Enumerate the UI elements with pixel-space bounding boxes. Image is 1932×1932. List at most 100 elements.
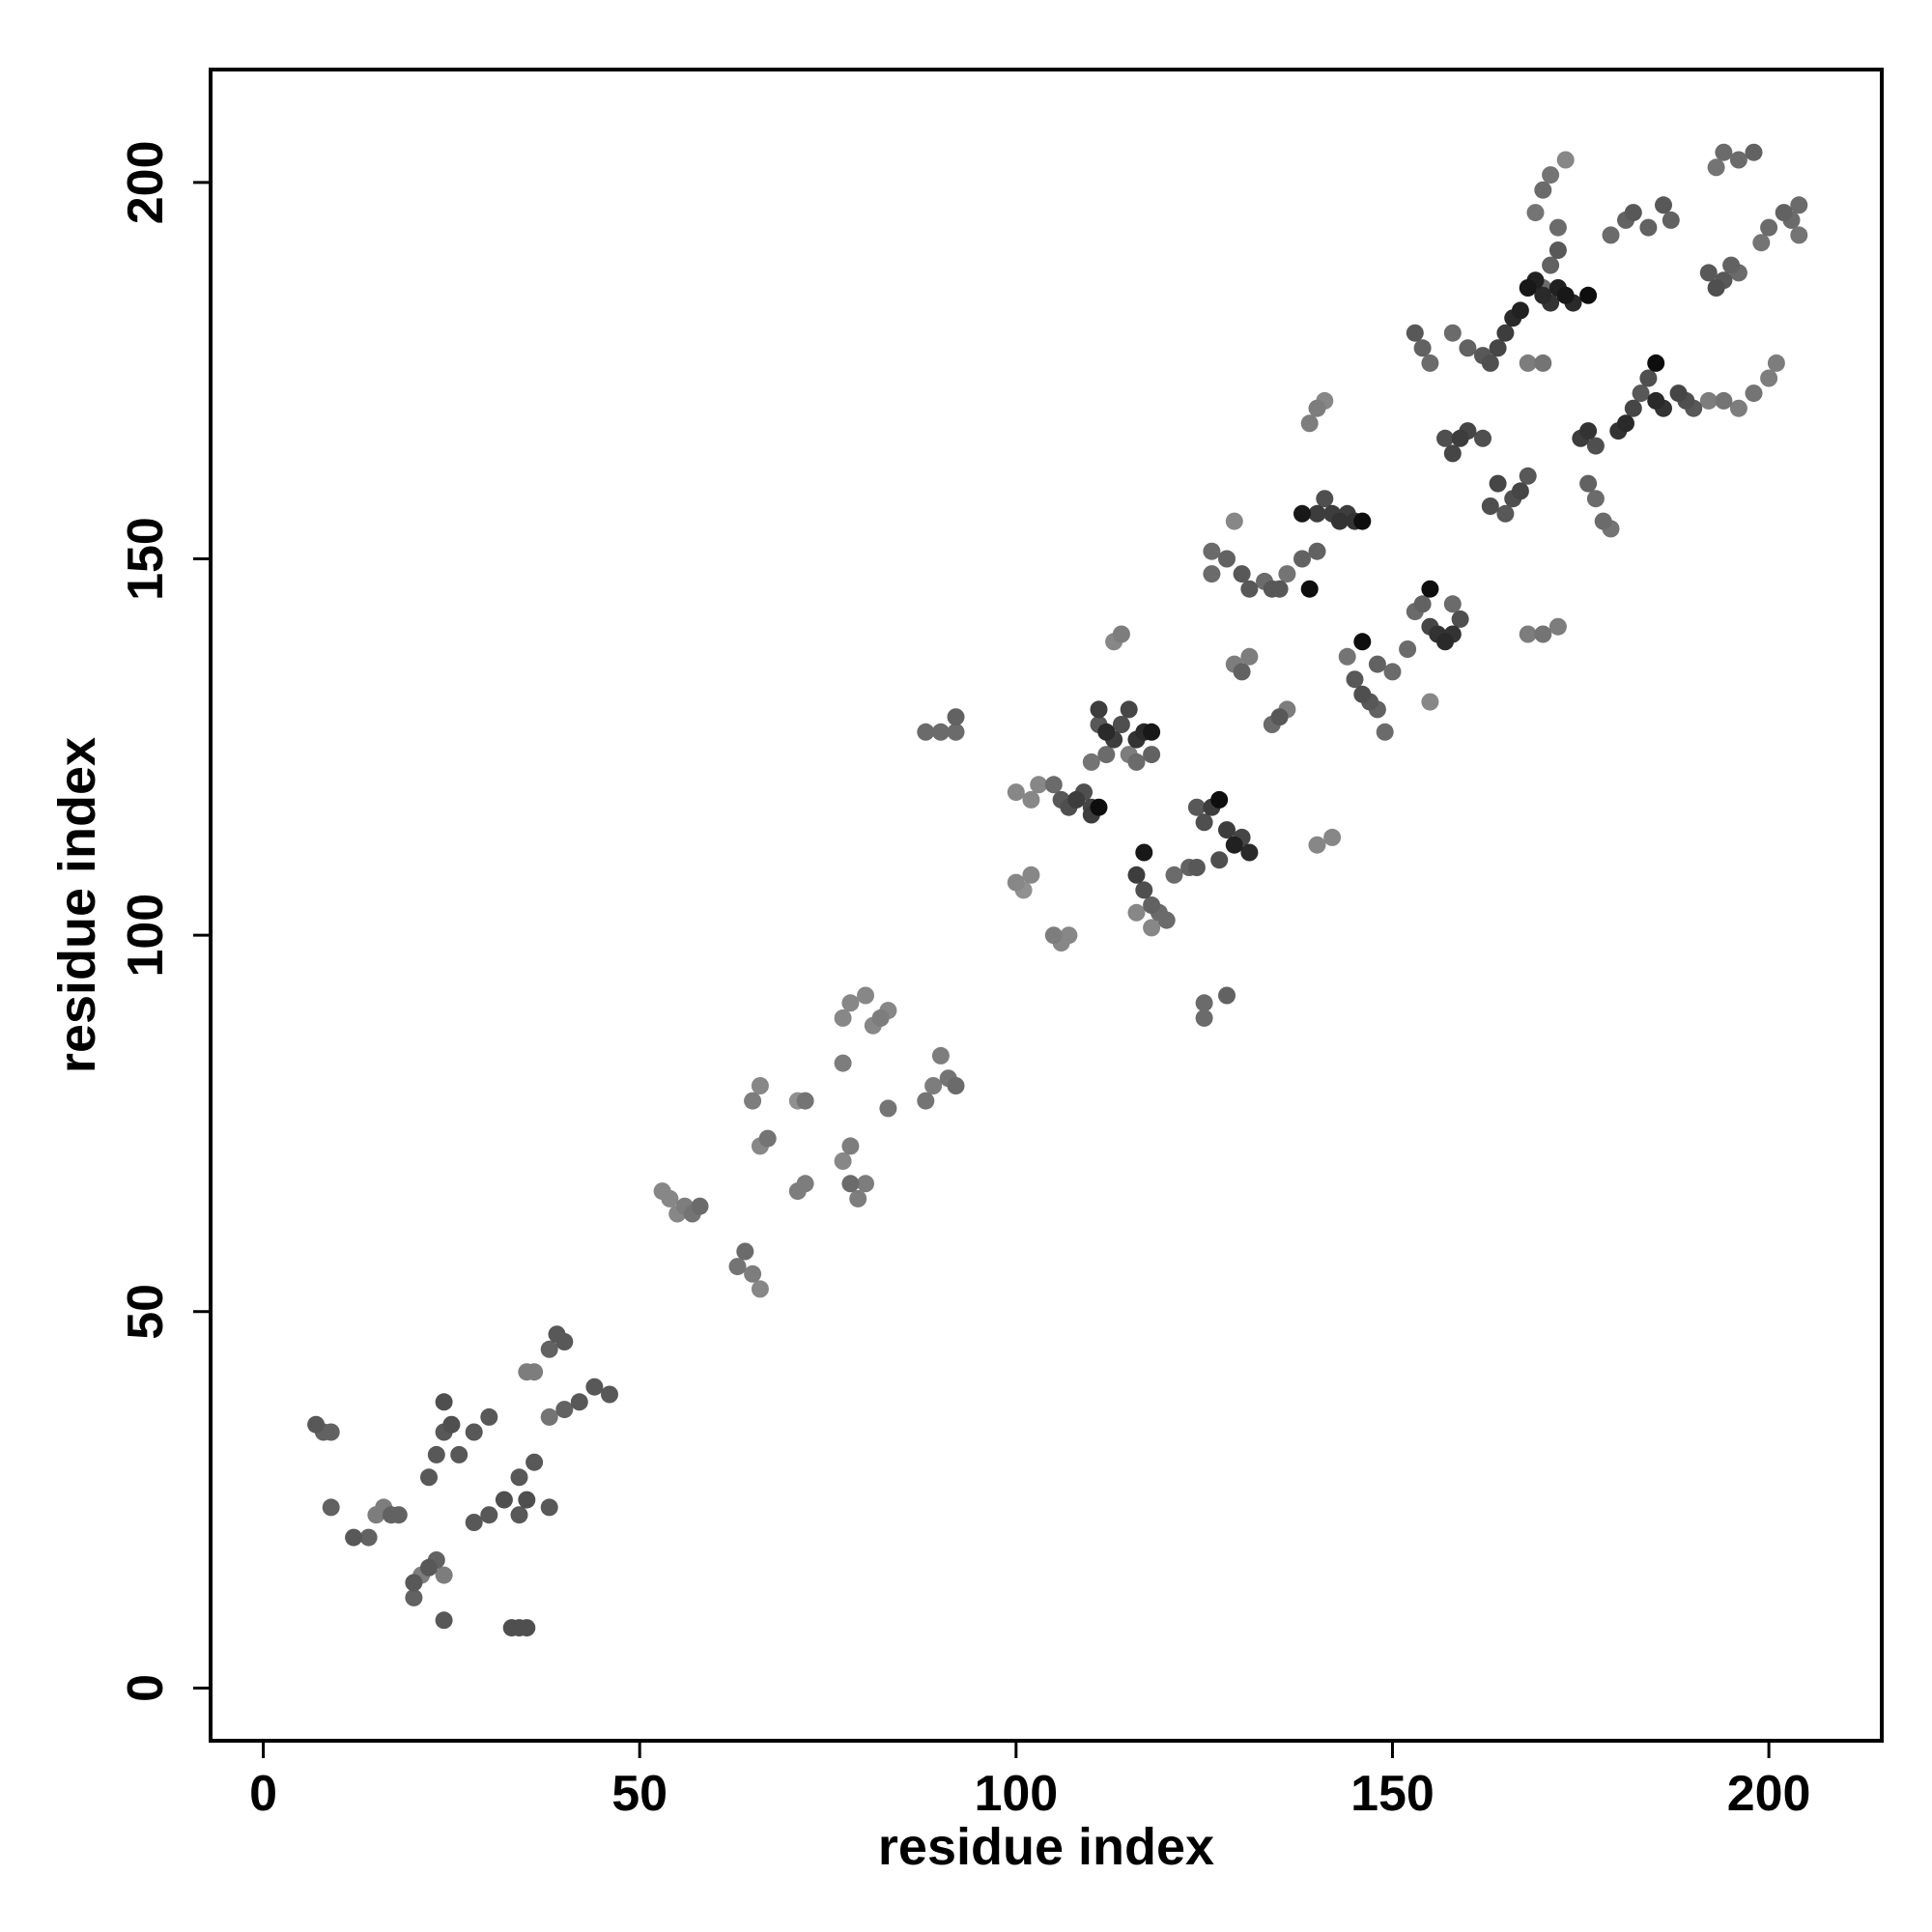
data-point bbox=[1556, 286, 1575, 304]
data-point bbox=[1617, 414, 1634, 433]
data-point bbox=[1218, 550, 1236, 568]
x-tick-label: 100 bbox=[974, 1766, 1058, 1822]
data-point bbox=[1745, 143, 1763, 161]
x-tick-label: 150 bbox=[1350, 1766, 1435, 1822]
data-point bbox=[345, 1528, 363, 1547]
data-point bbox=[420, 1558, 438, 1577]
data-point bbox=[834, 1054, 852, 1072]
data-point bbox=[1519, 467, 1537, 485]
data-point bbox=[359, 1528, 378, 1547]
data-point bbox=[405, 1588, 423, 1606]
data-point bbox=[420, 1468, 438, 1487]
data-point bbox=[442, 1415, 461, 1434]
data-point bbox=[796, 1092, 814, 1110]
data-point bbox=[435, 1393, 453, 1411]
data-point bbox=[1218, 821, 1236, 839]
data-point bbox=[1548, 617, 1567, 636]
x-tick-label: 50 bbox=[611, 1766, 668, 1822]
plot-background bbox=[211, 70, 1882, 1741]
data-point bbox=[510, 1468, 528, 1487]
data-point bbox=[796, 1175, 814, 1193]
data-point bbox=[1707, 279, 1725, 297]
data-point bbox=[1346, 670, 1364, 689]
data-points bbox=[307, 143, 1808, 1637]
data-point bbox=[1143, 723, 1161, 741]
data-point bbox=[1082, 753, 1100, 771]
data-point bbox=[1233, 565, 1251, 583]
x-tick-label: 200 bbox=[1727, 1766, 1811, 1822]
data-point bbox=[435, 1611, 453, 1630]
data-point bbox=[1112, 716, 1130, 733]
data-point bbox=[849, 1189, 867, 1208]
data-point bbox=[834, 1152, 852, 1170]
data-point bbox=[1586, 490, 1605, 508]
data-point bbox=[1790, 196, 1808, 214]
data-point bbox=[1443, 324, 1462, 342]
data-point bbox=[1421, 580, 1439, 598]
data-point bbox=[1165, 866, 1183, 884]
data-point bbox=[917, 1092, 935, 1110]
data-point bbox=[1624, 399, 1642, 417]
data-point bbox=[1097, 746, 1116, 764]
data-point bbox=[1556, 151, 1575, 169]
data-point bbox=[1203, 565, 1221, 583]
data-point bbox=[570, 1393, 588, 1411]
data-point bbox=[1218, 986, 1236, 1005]
data-point bbox=[1481, 354, 1499, 372]
data-point bbox=[1639, 369, 1658, 387]
data-point bbox=[1421, 693, 1439, 711]
data-point bbox=[1112, 625, 1130, 643]
y-tick-label: 50 bbox=[118, 1284, 174, 1340]
data-point bbox=[518, 1491, 536, 1509]
data-point bbox=[1022, 866, 1040, 884]
data-point bbox=[1406, 324, 1424, 342]
data-point bbox=[1489, 474, 1507, 493]
data-point bbox=[1534, 181, 1552, 199]
data-point bbox=[1775, 204, 1793, 222]
data-point bbox=[601, 1385, 618, 1404]
data-point bbox=[1308, 542, 1326, 560]
data-point bbox=[1044, 926, 1063, 945]
data-point bbox=[526, 1363, 544, 1381]
data-point bbox=[744, 1264, 762, 1283]
data-point bbox=[307, 1415, 326, 1434]
data-point bbox=[1436, 429, 1454, 447]
data-point bbox=[1699, 264, 1718, 282]
data-point bbox=[1760, 369, 1778, 387]
x-axis-label: residue index bbox=[878, 1818, 1214, 1876]
data-point bbox=[1443, 444, 1462, 463]
data-point bbox=[1413, 339, 1432, 357]
data-point bbox=[1542, 166, 1560, 185]
data-point bbox=[1225, 836, 1243, 854]
data-point bbox=[1632, 384, 1650, 403]
data-point bbox=[1353, 512, 1372, 530]
data-point bbox=[480, 1407, 498, 1426]
data-point bbox=[857, 986, 874, 1005]
data-point bbox=[1534, 354, 1552, 372]
data-point bbox=[1278, 565, 1296, 583]
y-tick-label: 0 bbox=[118, 1674, 174, 1702]
data-point bbox=[947, 723, 965, 741]
data-point bbox=[540, 1407, 558, 1426]
data-point bbox=[758, 1129, 777, 1148]
data-point bbox=[1067, 790, 1086, 809]
data-point bbox=[1368, 655, 1386, 673]
data-point bbox=[1233, 663, 1251, 681]
data-point bbox=[1655, 196, 1672, 214]
data-point bbox=[1760, 218, 1778, 237]
data-point bbox=[450, 1445, 469, 1463]
data-point bbox=[526, 1453, 544, 1471]
data-point bbox=[1511, 301, 1529, 320]
data-point bbox=[1399, 640, 1417, 658]
data-point bbox=[931, 1046, 950, 1065]
data-point bbox=[751, 1077, 769, 1094]
data-point bbox=[540, 1340, 558, 1358]
data-point bbox=[857, 1175, 874, 1193]
data-point bbox=[1240, 580, 1259, 598]
data-point bbox=[1195, 813, 1213, 832]
data-point bbox=[1330, 512, 1349, 530]
data-point bbox=[389, 1506, 408, 1524]
data-point bbox=[1421, 354, 1439, 372]
data-point bbox=[1662, 211, 1680, 229]
data-point bbox=[879, 1099, 897, 1118]
